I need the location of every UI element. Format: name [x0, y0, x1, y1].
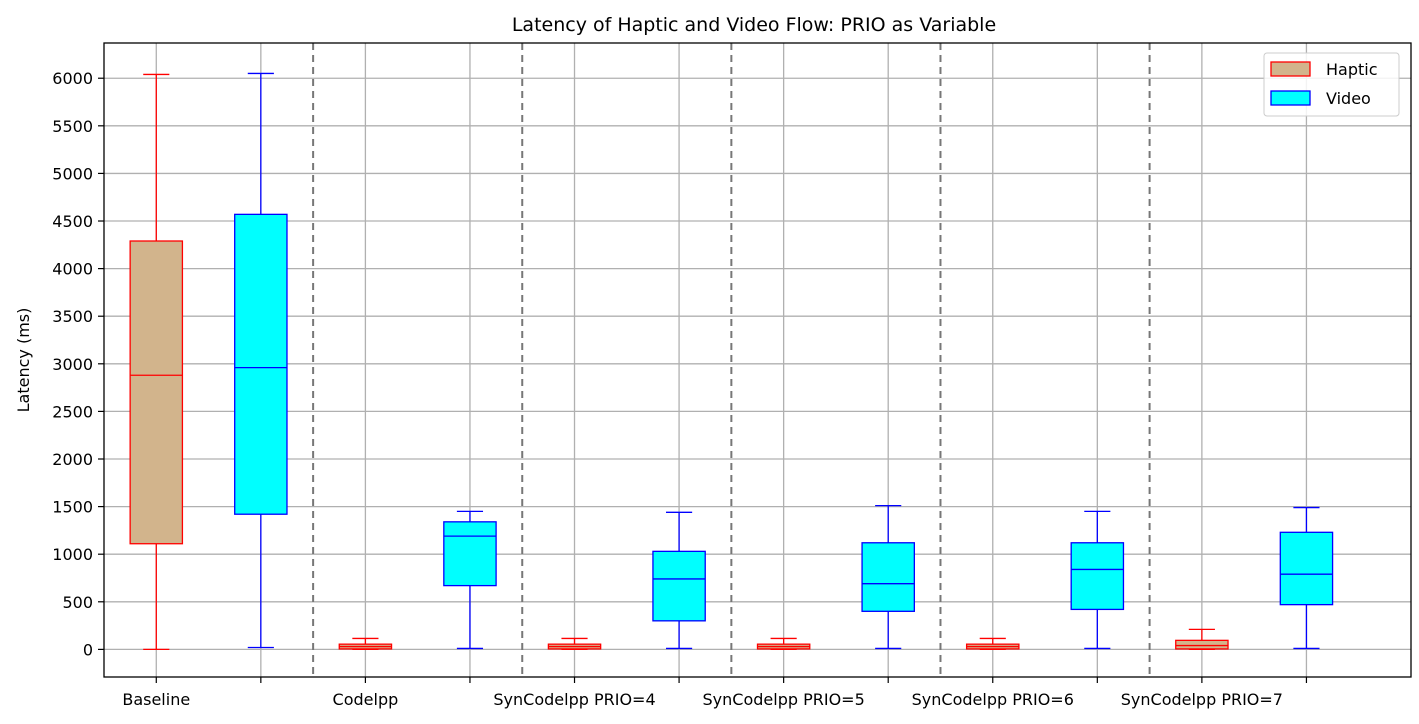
box-video-2 — [652, 511, 706, 650]
y-tick-label-3500: 3500 — [52, 307, 93, 326]
y-tick-label-6000: 6000 — [52, 69, 93, 88]
box-video-1 — [443, 510, 497, 650]
legend-swatch-haptic — [1270, 61, 1311, 77]
grid-lines — [104, 43, 1411, 677]
box-video-3 — [861, 504, 915, 650]
y-tick-label-0: 0 — [83, 640, 93, 659]
x-tick-label-1: Codelpp — [333, 690, 399, 709]
y-tick-label-500: 500 — [62, 593, 93, 612]
y-tick-label-1000: 1000 — [52, 545, 93, 564]
box-iqr — [1070, 542, 1125, 611]
box-iqr — [129, 240, 184, 545]
box-haptic-5 — [1175, 628, 1229, 651]
legend: Haptic Video — [1263, 52, 1400, 117]
y-tick-label-5000: 5000 — [52, 164, 93, 183]
legend-label-video: Video — [1326, 89, 1371, 108]
box-haptic-4 — [965, 637, 1020, 651]
box-iqr — [443, 521, 497, 587]
box-haptic-2 — [547, 637, 602, 651]
box-video-5 — [1279, 506, 1334, 650]
x-tick-label-0: Baseline — [122, 690, 190, 709]
x-tick-label-4: SynCodelpp PRIO=6 — [912, 690, 1074, 709]
box-video-0 — [234, 72, 288, 649]
y-tick-label-2500: 2500 — [52, 402, 93, 421]
box-iqr — [234, 213, 288, 515]
y-axis-label: Latency (ms) — [14, 308, 33, 413]
x-tick-label-2: SynCodelpp PRIO=4 — [493, 690, 655, 709]
legend-swatch-video — [1270, 90, 1311, 106]
box-iqr — [1279, 531, 1334, 606]
box-video-4 — [1070, 510, 1125, 650]
legend-label-haptic: Haptic — [1326, 60, 1378, 79]
box-haptic-0 — [129, 73, 184, 651]
box-plot-boxes — [129, 72, 1334, 651]
y-tick-label-3000: 3000 — [52, 355, 93, 374]
group-separators — [312, 43, 1151, 677]
box-iqr — [652, 550, 706, 622]
y-tick-label-2000: 2000 — [52, 450, 93, 469]
box-iqr — [1175, 639, 1229, 650]
chart-title: Latency of Haptic and Video Flow: PRIO a… — [512, 14, 996, 36]
y-tick-label-5500: 5500 — [52, 117, 93, 136]
axes: 0 500 1000 1500 2000 2500 3000 3500 4000 4500 5000… — [52, 69, 1308, 709]
x-tick-label-3: SynCodelpp PRIO=5 — [703, 690, 865, 709]
box-iqr — [861, 542, 915, 612]
y-tick-label-4500: 4500 — [52, 212, 93, 231]
x-tick-label-5: SynCodelpp PRIO=7 — [1121, 690, 1283, 709]
plot-frame — [103, 42, 1412, 678]
box-haptic-1 — [338, 637, 393, 651]
y-tick-label-4000: 4000 — [52, 260, 93, 279]
box-haptic-3 — [756, 637, 811, 651]
y-tick-label-1500: 1500 — [52, 498, 93, 517]
